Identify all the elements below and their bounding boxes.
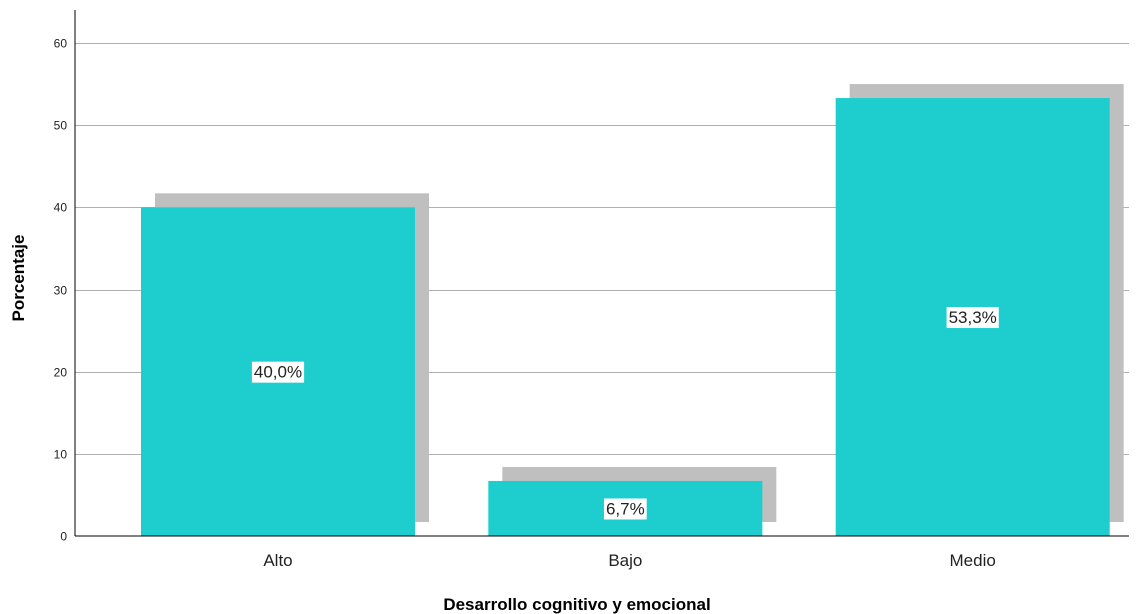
data-label: 6,7% xyxy=(603,498,647,520)
data-label-text: 40,0% xyxy=(254,363,302,382)
y-tick-label: 0 xyxy=(60,530,67,544)
y-tick-label: 40 xyxy=(54,201,68,215)
data-label-text: 53,3% xyxy=(949,308,997,327)
y-tick-label: 20 xyxy=(54,366,68,380)
data-labels: 40,0% 6,7% 53,3% xyxy=(251,307,999,520)
x-axis-title: Desarrollo cognitivo y emocional xyxy=(443,595,710,614)
y-axis-title: Porcentaje xyxy=(9,235,28,322)
y-tick-labels: 0 10 20 30 40 50 60 xyxy=(54,37,68,544)
axes xyxy=(74,10,1129,537)
y-tick-label: 50 xyxy=(54,119,68,133)
x-tick-label: Medio xyxy=(950,551,996,570)
data-label: 53,3% xyxy=(946,307,999,329)
data-label-text: 6,7% xyxy=(606,499,645,518)
data-label-box xyxy=(251,361,305,383)
data-label-box xyxy=(946,307,999,329)
x-tick-label: Bajo xyxy=(608,551,642,570)
x-tick-labels: Alto Bajo Medio xyxy=(263,551,995,570)
x-tick-label: Alto xyxy=(263,551,292,570)
y-tick-label: 30 xyxy=(54,284,68,298)
y-tick-label: 60 xyxy=(54,37,68,51)
y-tick-label: 10 xyxy=(54,448,68,462)
data-label-box xyxy=(603,498,647,520)
data-label: 40,0% xyxy=(251,361,305,383)
